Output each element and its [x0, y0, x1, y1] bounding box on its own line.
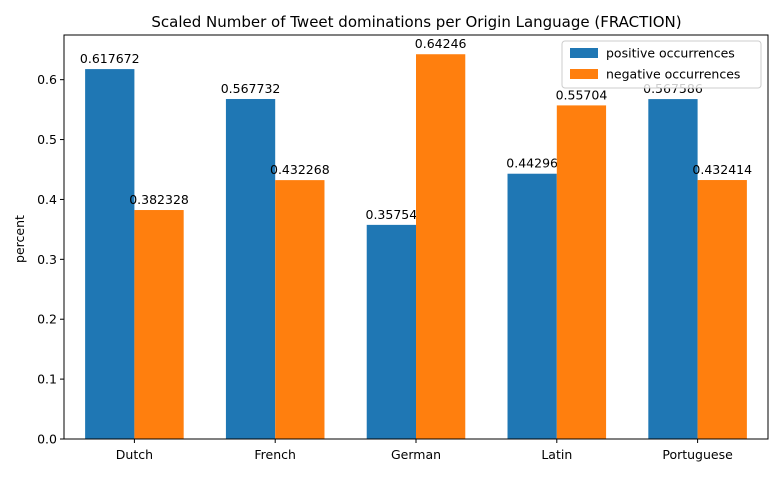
legend-swatch	[570, 48, 598, 58]
bar-portuguese-positive	[648, 99, 698, 439]
bar-value-label: 0.64246	[415, 36, 467, 51]
bar-value-label: 0.617672	[80, 51, 140, 66]
x-tick-label: French	[254, 447, 296, 462]
x-tick-label: Dutch	[116, 447, 153, 462]
bar-german-positive	[366, 224, 416, 439]
legend-box	[561, 40, 762, 89]
bar-value-label: 0.382328	[129, 192, 189, 207]
x-tick-label: Portuguese	[662, 447, 733, 462]
y-tick-label: 0.6	[37, 72, 57, 87]
bar-value-label: 0.432268	[270, 162, 330, 177]
y-tick-label: 0.3	[37, 252, 57, 267]
legend-label: negative occurrences	[606, 67, 740, 82]
bar-portuguese-negative	[697, 180, 747, 439]
bar-value-label: 0.44296	[506, 156, 558, 171]
legend-label: positive occurrences	[606, 46, 735, 61]
bar-latin-negative	[556, 105, 607, 440]
plot-area: 0.6176720.5677320.357540.442960.5675860.…	[37, 34, 769, 462]
y-tick-label: 0.1	[37, 372, 57, 387]
bar-french-positive	[225, 98, 276, 440]
y-axis-label: percent	[12, 215, 27, 263]
axes-frame	[63, 34, 769, 440]
bar-value-label: 0.567732	[221, 81, 281, 96]
bar-latin-positive	[507, 173, 557, 439]
legend-swatch	[570, 69, 598, 79]
bar-value-label: 0.55704	[556, 87, 608, 102]
y-tick-label: 0.4	[37, 192, 57, 207]
bar-dutch-positive	[85, 69, 135, 439]
bar-dutch-negative	[134, 210, 184, 439]
x-tick-label: Latin	[541, 447, 572, 462]
y-tick-label: 0.5	[37, 132, 57, 147]
chart-title: Scaled Number of Tweet dominations per O…	[151, 13, 681, 31]
bar-french-negative	[275, 180, 325, 439]
bar-german-negative	[416, 54, 466, 439]
bar-value-label: 0.35754	[366, 207, 418, 222]
x-tick-label: German	[391, 447, 441, 462]
legend: positive occurrences negative occurrences	[561, 40, 762, 89]
y-tick-label: 0.0	[37, 432, 57, 447]
bar-value-label: 0.432414	[692, 162, 752, 177]
y-tick-label: 0.2	[37, 312, 57, 327]
